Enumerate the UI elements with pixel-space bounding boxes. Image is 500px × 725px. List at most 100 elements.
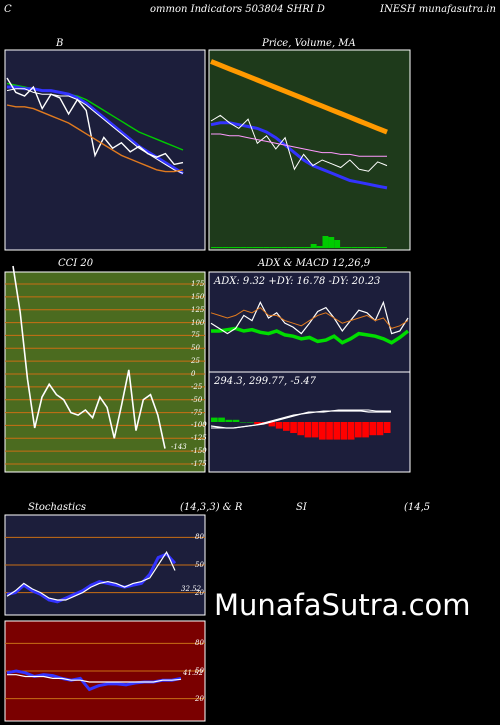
- cci-tick-label: -175: [191, 460, 207, 468]
- volume-bar: [234, 247, 241, 248]
- cci-tick-label: 25: [191, 357, 200, 366]
- volume-bar: [228, 247, 235, 248]
- rsi-last-value-label: 41.52: [183, 669, 204, 677]
- cci-tick-label: 50: [191, 344, 200, 353]
- bollinger-title: B: [56, 38, 64, 49]
- volume-bar: [381, 247, 387, 248]
- volume-bar: [269, 247, 276, 248]
- volume-bar: [287, 247, 294, 248]
- volume-bar: [293, 247, 299, 248]
- volume-bar: [216, 247, 223, 248]
- volume-bar: [363, 247, 370, 248]
- stochastics-line-1: [6, 550, 176, 601]
- macd-histogram-bar: [355, 422, 362, 438]
- cci-tick-label: -25: [191, 382, 203, 391]
- cci-line: [12, 265, 166, 449]
- macd-chart: [208, 371, 411, 473]
- cci-tick-label: -50: [191, 395, 203, 404]
- bollinger-line-4: [6, 104, 184, 173]
- price-title: Price, Volume, MA: [262, 38, 356, 49]
- cci-tick-label: -100: [191, 421, 207, 430]
- macd-histogram-bar: [297, 422, 305, 436]
- cci-title: CCI 20: [58, 258, 94, 269]
- volume-bar: [275, 247, 282, 248]
- bollinger-chart: [4, 49, 206, 251]
- macd-histogram-bar: [376, 422, 384, 436]
- macd-signal-line: [211, 409, 391, 429]
- macd-values-label: 294.3, 299.77, -5.47: [214, 376, 316, 387]
- stochastics-title: Stochastics: [28, 502, 86, 513]
- macd-histogram-bar: [283, 422, 290, 431]
- volume-bar: [357, 247, 364, 248]
- volume-bar: [322, 236, 329, 248]
- adx-values-label: ADX: 9.32 +DY: 16.78 -DY: 20.23: [214, 276, 381, 287]
- volume-bar: [340, 247, 346, 248]
- volume-bar: [281, 247, 288, 248]
- cci-tick-label: 75: [191, 331, 200, 340]
- macd-histogram-bar: [362, 422, 369, 438]
- rsi-tick-label: 20: [195, 694, 204, 703]
- cci-tick-label: -75: [191, 408, 203, 417]
- volume-bar: [246, 247, 253, 248]
- stochastics-tick-label: 50: [195, 561, 204, 569]
- macd-histogram-bar: [319, 422, 326, 440]
- adx-line-0: [211, 326, 410, 345]
- macd-histogram-bar: [311, 422, 319, 438]
- price-volume-chart: [208, 49, 411, 251]
- adx-line-extra: [210, 306, 409, 329]
- volume-bar: [334, 240, 341, 248]
- volume-bar: [375, 247, 382, 248]
- volume-bar: [252, 247, 258, 248]
- cci-tick-label: 150: [191, 292, 205, 301]
- volume-bar: [345, 247, 352, 248]
- volume-bar: [328, 237, 335, 248]
- stochastics-subtitle: (14,3,3) & R: [180, 502, 243, 513]
- volume-bar: [310, 244, 317, 248]
- cci-tick-label: 175: [191, 280, 205, 288]
- volume-bar: [263, 247, 270, 248]
- stochastics-tick-label: 20: [195, 588, 204, 597]
- bollinger-line-3: [6, 77, 184, 166]
- rsi-chart: [4, 620, 206, 722]
- volume-bar: [240, 247, 247, 248]
- cci-tick-label: 125: [191, 305, 205, 314]
- volume-bar: [211, 247, 217, 248]
- stochastics-chart: [4, 514, 206, 616]
- macd-histogram-bar: [290, 422, 297, 433]
- rsi-title: SI: [296, 502, 307, 513]
- volume-bar: [369, 247, 376, 248]
- macd-histogram-bar: [218, 417, 225, 422]
- stochastics-line-0: [6, 552, 177, 604]
- macd-histogram-bar: [326, 422, 333, 440]
- macd-histogram-bar: [232, 419, 240, 422]
- volume-bar: [299, 247, 305, 248]
- macd-histogram-bar: [347, 422, 355, 440]
- macd-histogram-bar: [268, 422, 276, 427]
- volume-bar: [316, 246, 323, 248]
- header-middle: ommon Indicators 503804 SHRI D: [150, 4, 325, 15]
- cci-tick-label: 0: [191, 370, 196, 378]
- volume-bar: [304, 247, 311, 248]
- rsi-tick-label: 50: [195, 667, 204, 675]
- adx-chart: [208, 271, 411, 373]
- macd-histogram-bar: [369, 422, 377, 436]
- macd-histogram-bar: [275, 422, 283, 429]
- price-line-3: [211, 133, 387, 157]
- macd-histogram-bar: [247, 422, 254, 423]
- rsi-subtitle: (14,5: [404, 502, 431, 513]
- macd-histogram-bar: [211, 417, 218, 422]
- macd-histogram-bar: [254, 422, 261, 425]
- price-line-2: [210, 114, 388, 172]
- macd-histogram-bar: [225, 419, 233, 422]
- volume-bar: [257, 247, 264, 248]
- cci-chart: [4, 265, 206, 473]
- macd-histogram-bar: [239, 422, 247, 423]
- price-line-0: [210, 59, 388, 135]
- header-left: C: [4, 4, 12, 15]
- cci-last-value-label: -143: [171, 442, 187, 451]
- macd-histogram-bar: [340, 422, 348, 440]
- volume-bar: [222, 247, 229, 248]
- rsi-tick-label: 80: [195, 639, 204, 648]
- macd-histogram-bar: [304, 422, 312, 438]
- cci-tick-label: 100: [191, 318, 205, 327]
